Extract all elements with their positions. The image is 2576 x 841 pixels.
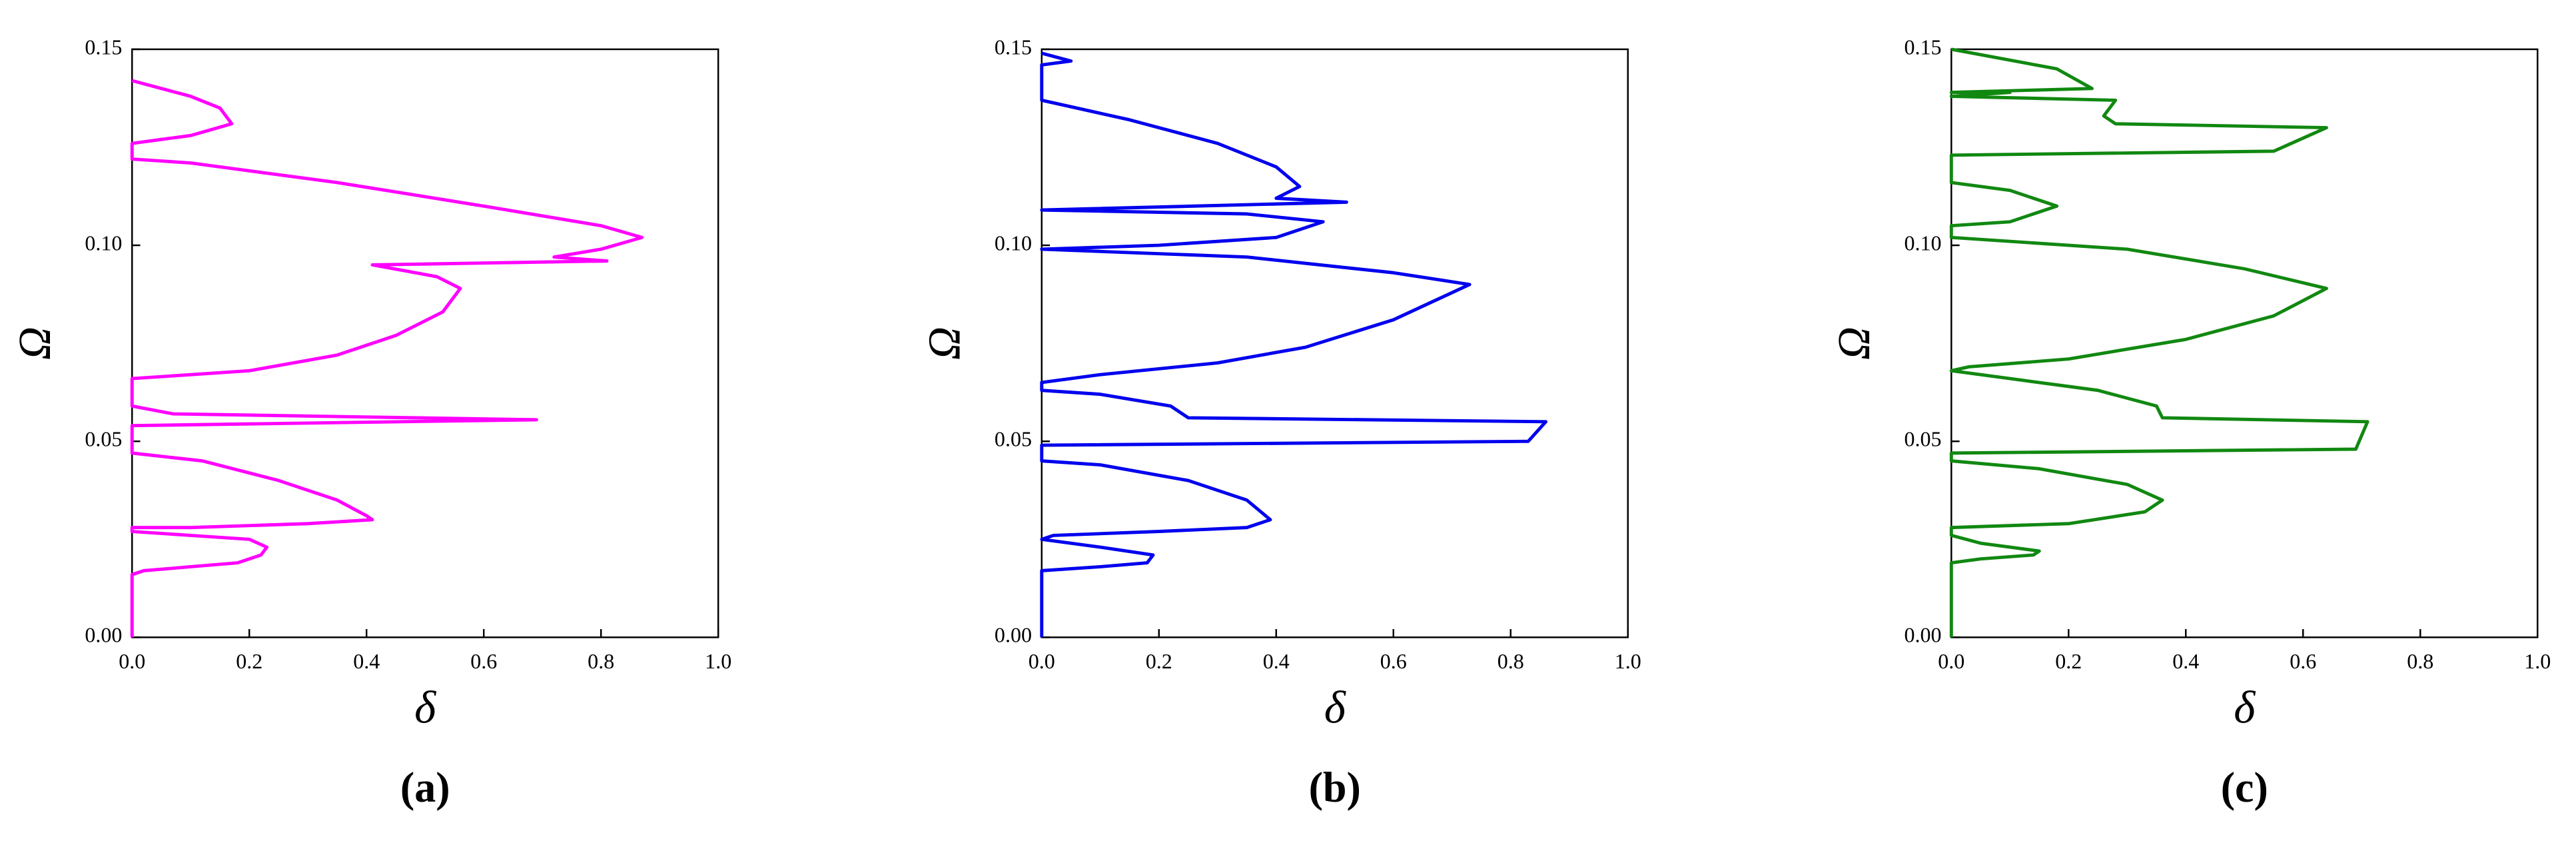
x-tick-label: 0.6 — [470, 649, 497, 673]
x-tick-label: 0.8 — [588, 649, 614, 673]
x-tick-label: 0.2 — [236, 649, 262, 673]
y-tick-label: 0.05 — [1904, 427, 1941, 451]
x-tick-label: 0.0 — [1938, 649, 1964, 673]
y-tick-label: 0.05 — [85, 427, 122, 451]
y-axis-label: Ω — [9, 327, 60, 360]
y-tick-label: 0.00 — [995, 623, 1032, 647]
x-axis-label: δ — [2234, 682, 2256, 733]
y-tick-label: 0.15 — [1904, 35, 1941, 59]
plot-frame — [1950, 48, 2539, 638]
x-tick-label: 0.4 — [1263, 649, 1290, 673]
plot-frame — [1041, 48, 1629, 638]
x-tick-label: 1.0 — [2524, 649, 2551, 673]
x-tick-label: 1.0 — [1615, 649, 1641, 673]
data-line — [130, 79, 644, 638]
y-tick-label: 0.15 — [995, 35, 1032, 59]
panel-caption: (b) — [1309, 764, 1361, 811]
x-tick-label: 1.0 — [705, 649, 731, 673]
x-tick-label: 0.4 — [2172, 649, 2199, 673]
x-tick-label: 0.8 — [2407, 649, 2433, 673]
panel-caption: (c) — [2221, 764, 2268, 811]
x-axis-label: δ — [1324, 682, 1346, 733]
x-tick-label: 0.8 — [1498, 649, 1524, 673]
y-tick-label: 0.10 — [85, 231, 122, 255]
x-tick-label: 0.2 — [1146, 649, 1172, 673]
x-axis-label: δ — [414, 682, 436, 733]
y-axis-label: Ω — [1829, 327, 1879, 360]
x-tick-label: 0.6 — [1380, 649, 1407, 673]
data-line — [1949, 47, 2369, 638]
x-tick-label: 0.0 — [119, 649, 145, 673]
x-tick-label: 0.6 — [2290, 649, 2316, 673]
y-tick-label: 0.10 — [995, 231, 1032, 255]
y-tick-label: 0.10 — [1904, 231, 1941, 255]
data-line — [1040, 51, 1547, 638]
y-tick-label: 0.00 — [1904, 623, 1941, 647]
y-tick-label: 0.15 — [85, 35, 122, 59]
y-tick-label: 0.05 — [995, 427, 1032, 451]
x-tick-label: 0.2 — [2055, 649, 2082, 673]
y-axis-label: Ω — [919, 327, 970, 360]
x-tick-label: 0.0 — [1029, 649, 1055, 673]
plot-frame — [131, 48, 719, 638]
y-tick-label: 0.00 — [85, 623, 122, 647]
panel-caption: (a) — [400, 764, 450, 811]
x-tick-label: 0.4 — [353, 649, 380, 673]
